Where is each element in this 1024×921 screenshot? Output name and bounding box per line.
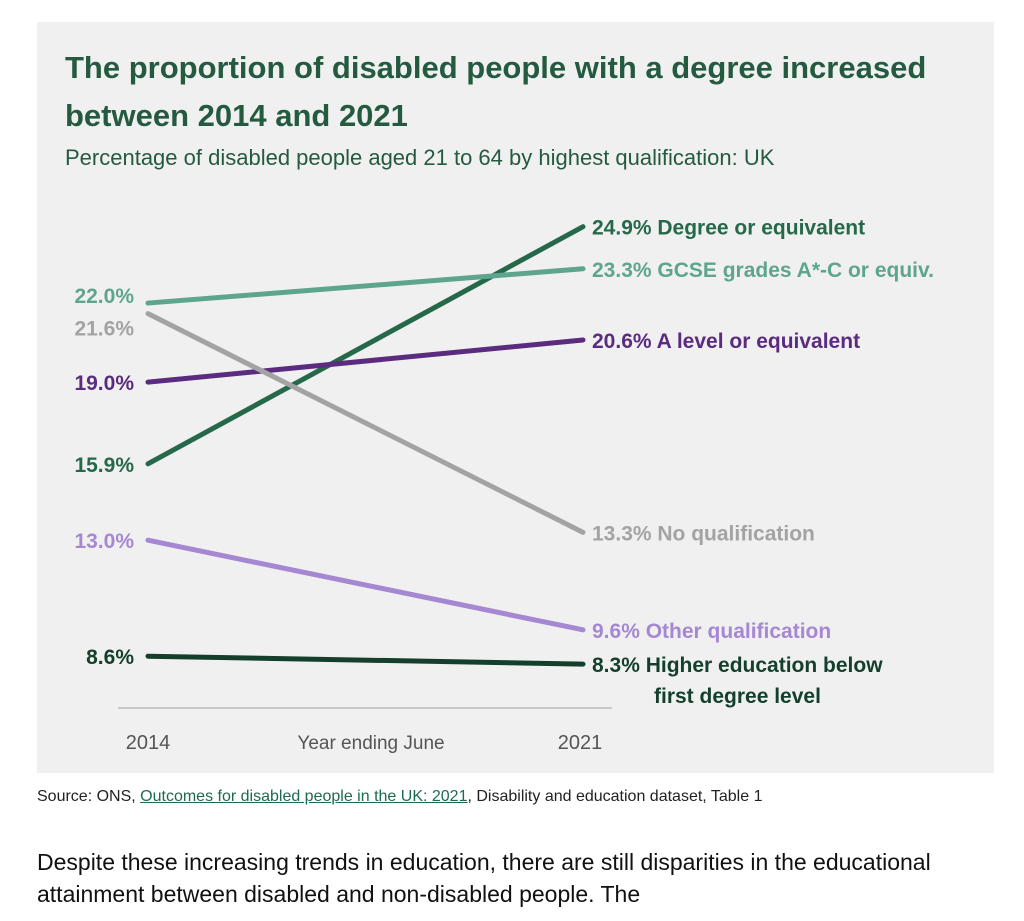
source-prefix: Source: ONS,	[37, 788, 141, 805]
end-value-label: 13.3% No qualification	[592, 522, 815, 545]
start-value-label: 19.0%	[74, 372, 134, 395]
source-line: Source: ONS, Outcomes for disabled peopl…	[37, 788, 762, 806]
end-value-label: 20.6% A level or equivalent	[592, 330, 860, 353]
end-value-label: 8.3% Higher education below	[592, 654, 883, 677]
start-value-label: 21.6%	[74, 318, 134, 341]
start-value-label: 8.6%	[86, 646, 134, 669]
start-value-label: 13.0%	[74, 530, 134, 553]
start-value-label: 22.0%	[74, 285, 134, 308]
series-line	[145, 537, 586, 633]
source-link[interactable]: Outcomes for disabled people in the UK: …	[140, 788, 468, 805]
series-line	[145, 653, 586, 667]
x-tick-label: 2021	[558, 732, 603, 754]
series-line	[145, 311, 586, 535]
x-tick-label: 2014	[126, 732, 171, 754]
end-value-label: first degree level	[654, 685, 821, 708]
x-axis-label: Year ending June	[297, 733, 444, 754]
start-value-label: 15.9%	[74, 454, 134, 477]
chart-panel	[37, 22, 994, 773]
series-line	[145, 266, 586, 306]
series-line	[145, 224, 586, 467]
chart-title: The proportion of disabled people with a…	[65, 50, 927, 133]
body-paragraph: Despite these increasing trends in educa…	[37, 849, 931, 907]
end-value-label: 9.6% Other qualification	[592, 620, 831, 643]
end-value-label: 24.9% Degree or equivalent	[592, 217, 865, 240]
end-value-label: 23.3% GCSE grades A*-C or equiv.	[592, 259, 934, 282]
source-suffix: , Disability and education dataset, Tabl…	[467, 788, 763, 805]
chart-subtitle: Percentage of disabled people aged 21 to…	[65, 145, 775, 170]
series-line	[145, 337, 586, 385]
